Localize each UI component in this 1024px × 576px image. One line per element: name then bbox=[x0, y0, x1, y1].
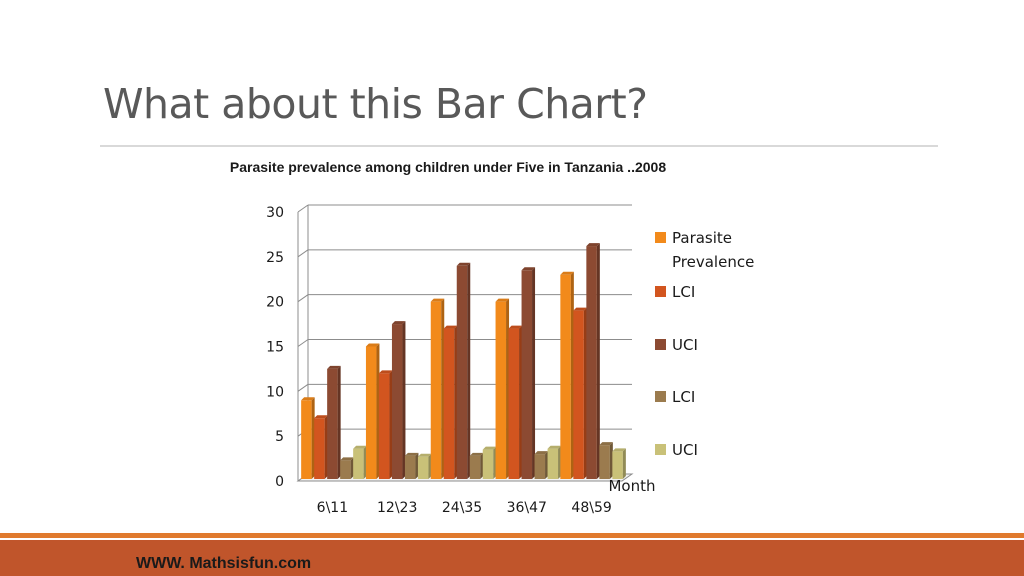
gridline-diagonal bbox=[297, 249, 309, 258]
chart-legend: Parasite Prevalence LCI UCI LCI UCI bbox=[655, 229, 754, 459]
bar-chart: Parasite prevalence among children under… bbox=[230, 159, 754, 516]
bar bbox=[495, 298, 510, 479]
bar bbox=[378, 370, 393, 479]
bar bbox=[469, 452, 484, 479]
footer-website: WWW. Mathsisfun.com bbox=[136, 555, 312, 572]
bar bbox=[599, 442, 613, 479]
bar bbox=[314, 415, 328, 479]
title-divider bbox=[100, 145, 938, 147]
gridline-diagonal bbox=[297, 383, 309, 392]
legend-label: LCI bbox=[672, 283, 695, 301]
bar bbox=[430, 298, 445, 479]
bar bbox=[508, 325, 523, 479]
bar bbox=[353, 445, 367, 479]
legend-swatch bbox=[655, 286, 666, 297]
x-tick-label: 6\11 bbox=[317, 500, 348, 516]
bar bbox=[417, 453, 432, 479]
plot-area: 0 5 10 15 20 25 30 6\11 12\23 24\35 36\47 48\59 bbox=[266, 204, 634, 516]
x-tick-label: 48\59 bbox=[571, 500, 611, 516]
legend-label: Parasite Prevalence bbox=[672, 229, 754, 271]
legend-swatch bbox=[655, 339, 666, 350]
y-tick-label: 20 bbox=[266, 295, 284, 311]
footer-accent-line bbox=[0, 533, 1024, 538]
bar bbox=[534, 451, 549, 479]
bar bbox=[560, 271, 574, 479]
bar bbox=[482, 446, 497, 479]
y-tick-label: 0 bbox=[275, 474, 284, 490]
legend-swatch bbox=[655, 444, 666, 455]
legend-label: UCI bbox=[672, 441, 698, 459]
bar bbox=[586, 243, 600, 479]
bar bbox=[365, 343, 380, 479]
y-tick-label: 25 bbox=[266, 250, 284, 266]
bar bbox=[612, 448, 626, 479]
x-tick-label: 12\23 bbox=[377, 500, 417, 516]
footer-bar bbox=[0, 540, 1024, 576]
x-tick-label: 24\35 bbox=[442, 500, 482, 516]
x-axis-label: Month bbox=[608, 477, 655, 495]
bar bbox=[456, 262, 471, 479]
bar bbox=[340, 457, 354, 479]
bar bbox=[391, 321, 406, 479]
legend-swatch bbox=[655, 391, 666, 402]
y-tick-label: 15 bbox=[266, 340, 284, 356]
bar bbox=[443, 325, 458, 479]
y-tick-label: 5 bbox=[275, 429, 284, 445]
chart-title: Parasite prevalence among children under… bbox=[230, 159, 666, 175]
legend-label: UCI bbox=[672, 336, 698, 354]
y-tick-label: 10 bbox=[266, 384, 284, 400]
bar bbox=[573, 307, 587, 479]
bar bbox=[301, 397, 315, 479]
bar bbox=[521, 267, 536, 479]
gridline-diagonal bbox=[297, 294, 309, 303]
slide-title: What about this Bar Chart? bbox=[103, 80, 648, 128]
legend-label: LCI bbox=[672, 388, 695, 406]
legend-swatch bbox=[655, 232, 666, 243]
bar bbox=[404, 452, 419, 479]
bar bbox=[327, 365, 341, 479]
bar bbox=[547, 445, 562, 479]
y-tick-label: 30 bbox=[266, 205, 284, 221]
gridline-diagonal bbox=[297, 204, 309, 213]
x-tick-label: 36\47 bbox=[507, 500, 547, 516]
gridline-diagonal bbox=[297, 339, 309, 347]
